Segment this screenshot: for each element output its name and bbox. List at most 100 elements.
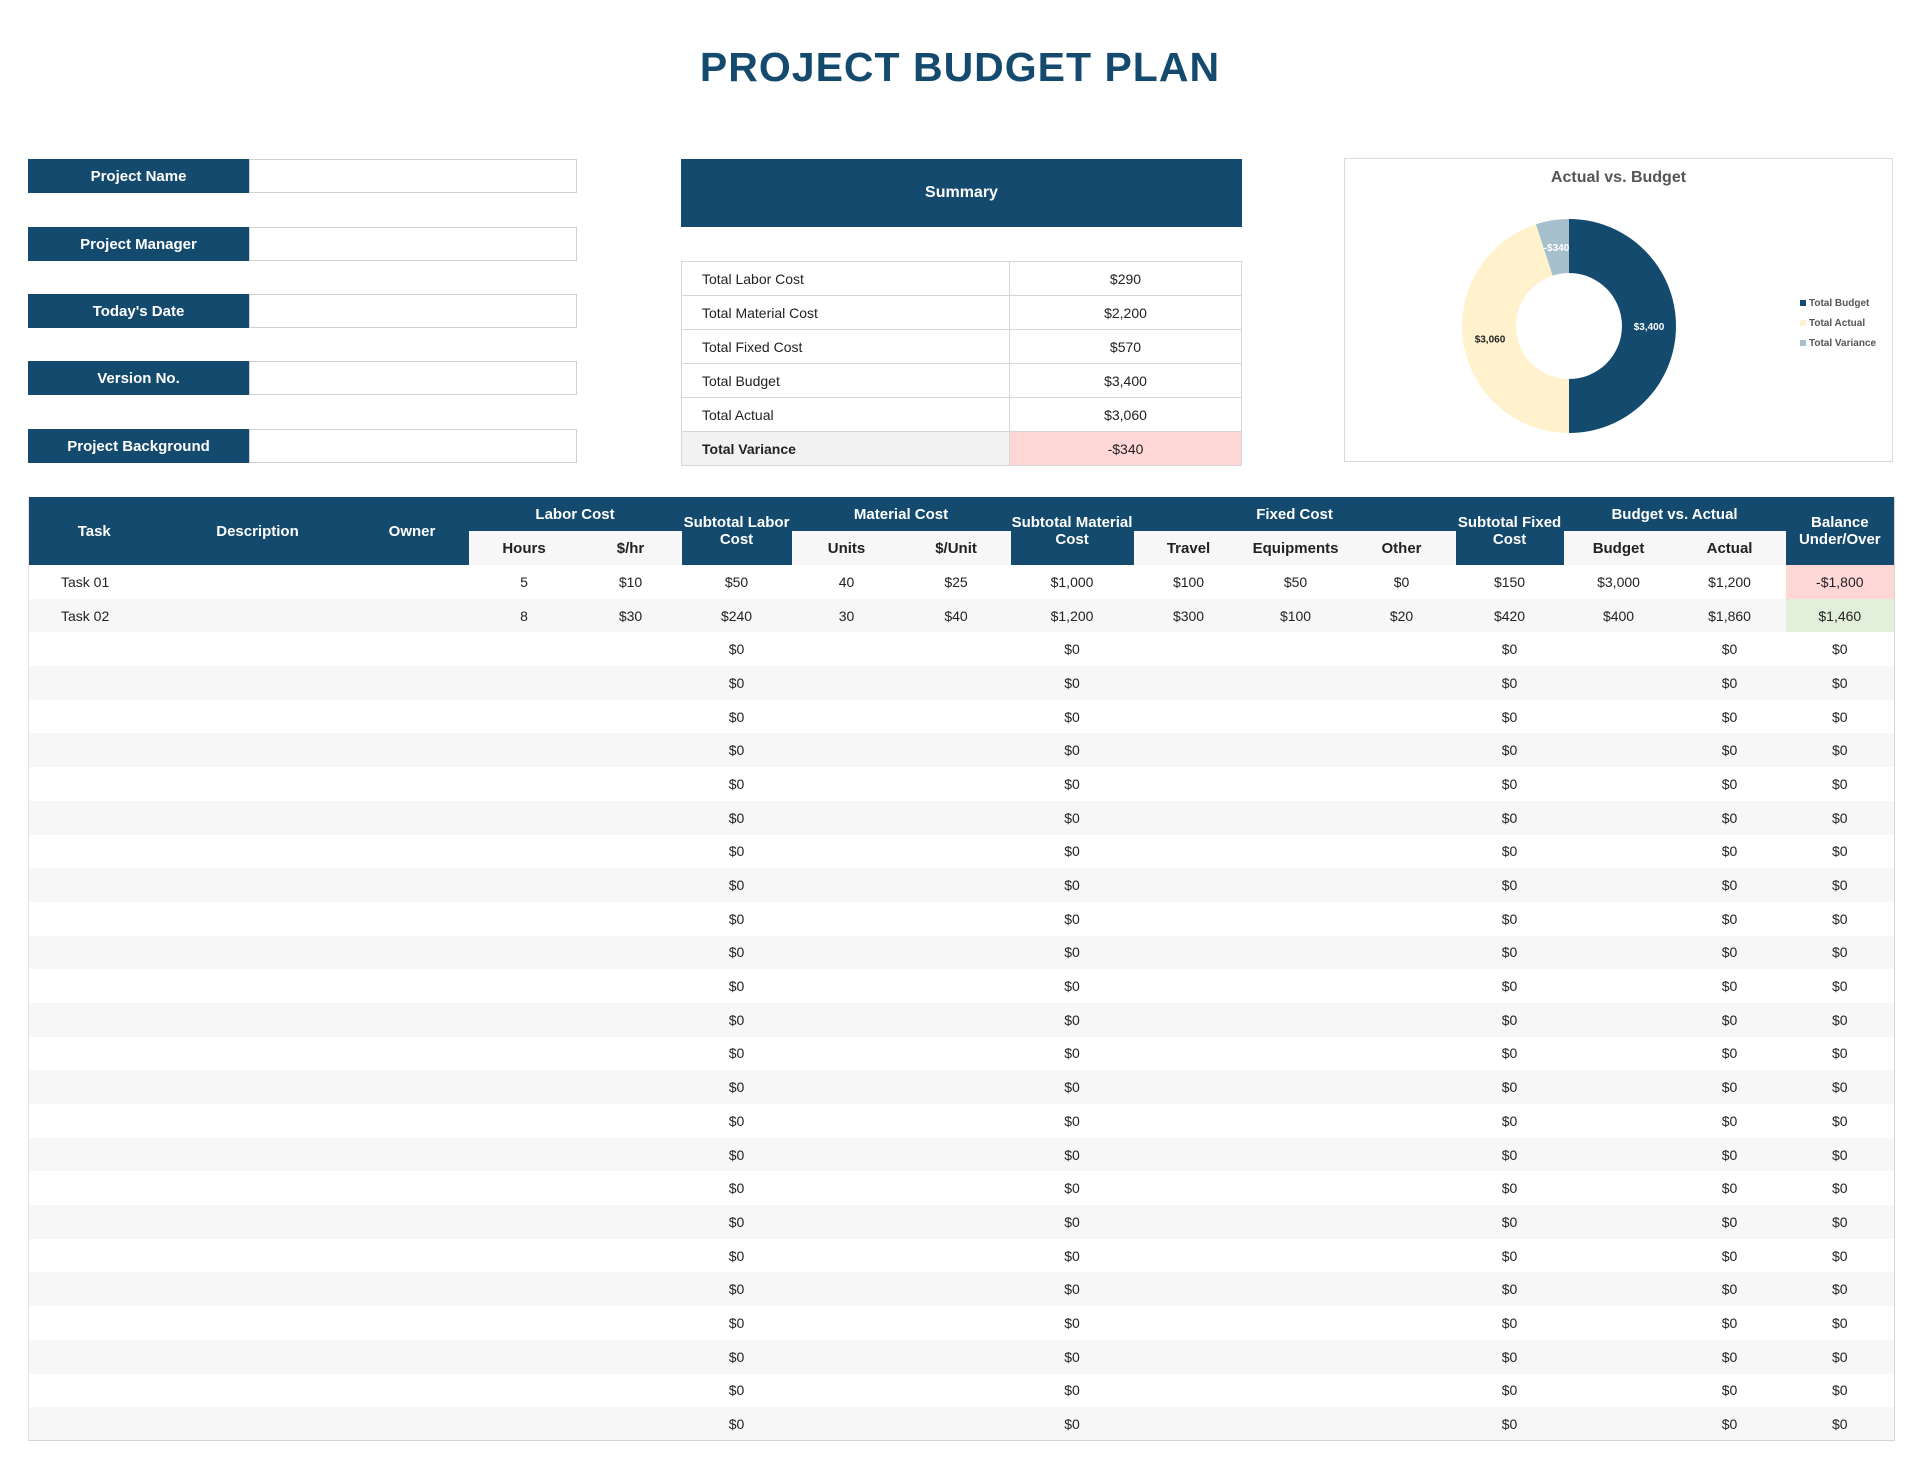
cell-description[interactable]: [160, 1171, 356, 1205]
cell-equipments[interactable]: [1243, 1205, 1348, 1239]
cell-balance[interactable]: $0: [1785, 1137, 1895, 1172]
cell-task[interactable]: [28, 800, 160, 835]
cell-task[interactable]: [28, 733, 160, 768]
cell-task[interactable]: [29, 1306, 160, 1340]
cell-subtotal-fixed[interactable]: $0: [1501, 843, 1518, 860]
cell-subtotal-material[interactable]: $0: [1064, 1382, 1080, 1399]
cell-description[interactable]: [160, 835, 356, 869]
cell-units[interactable]: [792, 1037, 902, 1071]
cell-actual[interactable]: $0: [1673, 1272, 1786, 1307]
cell-units[interactable]: [791, 1339, 902, 1374]
cell-balance[interactable]: $0: [1785, 1407, 1895, 1441]
cell-balance[interactable]: $0: [1832, 1180, 1848, 1197]
cell-actual[interactable]: $0: [1721, 1314, 1738, 1331]
cell-unit-cost[interactable]: [901, 1002, 1011, 1037]
cell-units[interactable]: [792, 969, 902, 1003]
cell-equipments[interactable]: [1243, 868, 1348, 902]
cell-subtotal-fixed[interactable]: $0: [1501, 1247, 1518, 1264]
project-background-field[interactable]: [249, 429, 577, 463]
cell-description[interactable]: [160, 1104, 356, 1138]
cell-owner[interactable]: [356, 969, 469, 1003]
cell-task[interactable]: Task 02: [28, 598, 160, 633]
cell-other[interactable]: [1348, 1104, 1456, 1138]
cell-travel[interactable]: [1134, 1239, 1244, 1273]
cell-actual[interactable]: $0: [1721, 1112, 1738, 1129]
cell-travel[interactable]: [1134, 902, 1244, 936]
cell-actual[interactable]: $0: [1673, 1070, 1786, 1104]
cell-subtotal-fixed[interactable]: $150: [1493, 573, 1526, 590]
cell-hours[interactable]: [469, 1171, 580, 1205]
cell-actual[interactable]: $0: [1721, 775, 1738, 792]
cell-travel[interactable]: [1133, 800, 1244, 835]
cell-units[interactable]: [791, 1407, 902, 1441]
cell-other[interactable]: [1347, 733, 1456, 768]
cell-rate[interactable]: [580, 1239, 682, 1273]
cell-hours[interactable]: [468, 1339, 580, 1374]
cell-task[interactable]: [29, 700, 160, 734]
cell-rate[interactable]: [579, 1407, 682, 1441]
cell-task[interactable]: Task 01: [61, 573, 110, 590]
cell-units[interactable]: [791, 800, 902, 835]
cell-travel[interactable]: [1133, 1272, 1244, 1307]
cell-subtotal-fixed[interactable]: $0: [1455, 733, 1564, 768]
cell-actual[interactable]: $0: [1721, 1045, 1738, 1062]
cell-travel[interactable]: [1134, 1306, 1244, 1340]
cell-unit-cost[interactable]: [901, 935, 1011, 970]
cell-budget[interactable]: [1563, 666, 1674, 700]
cell-travel[interactable]: [1133, 868, 1244, 902]
cell-subtotal-labor[interactable]: $0: [681, 1137, 792, 1172]
cell-rate[interactable]: $30: [579, 598, 682, 633]
cell-rate[interactable]: [579, 800, 682, 835]
cell-budget[interactable]: [1563, 1407, 1674, 1441]
project-name-field[interactable]: [249, 159, 577, 193]
cell-balance[interactable]: $0: [1785, 868, 1895, 902]
cell-actual[interactable]: $0: [1721, 1180, 1738, 1197]
cell-task[interactable]: [28, 1407, 160, 1441]
cell-subtotal-fixed[interactable]: $0: [1501, 1314, 1518, 1331]
cell-unit-cost[interactable]: [901, 868, 1011, 902]
cell-hours[interactable]: [469, 1374, 580, 1408]
cell-budget[interactable]: [1563, 1137, 1674, 1172]
cell-hours[interactable]: [469, 969, 580, 1003]
cell-budget[interactable]: [1563, 733, 1674, 768]
cell-budget[interactable]: [1564, 1306, 1674, 1340]
cell-unit-cost[interactable]: [902, 969, 1011, 1003]
cell-budget[interactable]: [1563, 1272, 1674, 1307]
cell-equipments[interactable]: [1244, 1374, 1348, 1408]
cell-equipments[interactable]: $100: [1243, 598, 1348, 633]
cell-travel[interactable]: [1133, 1070, 1244, 1104]
cell-travel[interactable]: $300: [1133, 598, 1244, 633]
cell-other[interactable]: [1347, 1339, 1456, 1374]
cell-balance[interactable]: $0: [1785, 935, 1895, 970]
cell-actual[interactable]: $0: [1721, 1247, 1738, 1264]
cell-balance[interactable]: $0: [1785, 1070, 1895, 1104]
cell-owner[interactable]: [355, 1002, 469, 1037]
cell-balance[interactable]: $1,460: [1785, 598, 1895, 633]
cell-unit-cost[interactable]: [901, 1205, 1011, 1239]
cell-other[interactable]: [1348, 632, 1456, 666]
cell-task[interactable]: [29, 835, 160, 869]
cell-rate[interactable]: [579, 1205, 682, 1239]
cell-travel[interactable]: [1134, 1374, 1244, 1408]
cell-rate[interactable]: [579, 1002, 682, 1037]
cell-balance[interactable]: $0: [1785, 666, 1895, 700]
cell-equipments[interactable]: [1244, 1306, 1348, 1340]
cell-owner[interactable]: [356, 1171, 469, 1205]
cell-budget[interactable]: [1563, 868, 1674, 902]
cell-actual[interactable]: $0: [1673, 868, 1786, 902]
cell-rate[interactable]: [580, 632, 682, 666]
cell-hours[interactable]: 5: [520, 573, 528, 590]
cell-balance[interactable]: $0: [1832, 978, 1848, 995]
cell-owner[interactable]: [355, 1272, 469, 1307]
cell-description[interactable]: [160, 1374, 356, 1408]
cell-rate[interactable]: [579, 666, 682, 700]
cell-subtotal-material[interactable]: $0: [1010, 1339, 1134, 1374]
cell-balance[interactable]: $0: [1832, 910, 1848, 927]
cell-travel[interactable]: [1133, 1205, 1244, 1239]
cell-subtotal-material[interactable]: $0: [1064, 1180, 1080, 1197]
cell-subtotal-material[interactable]: $0: [1064, 843, 1080, 860]
cell-rate[interactable]: [579, 1272, 682, 1307]
cell-hours[interactable]: [468, 1070, 580, 1104]
cell-rate[interactable]: [579, 733, 682, 768]
cell-balance[interactable]: $0: [1832, 641, 1848, 658]
